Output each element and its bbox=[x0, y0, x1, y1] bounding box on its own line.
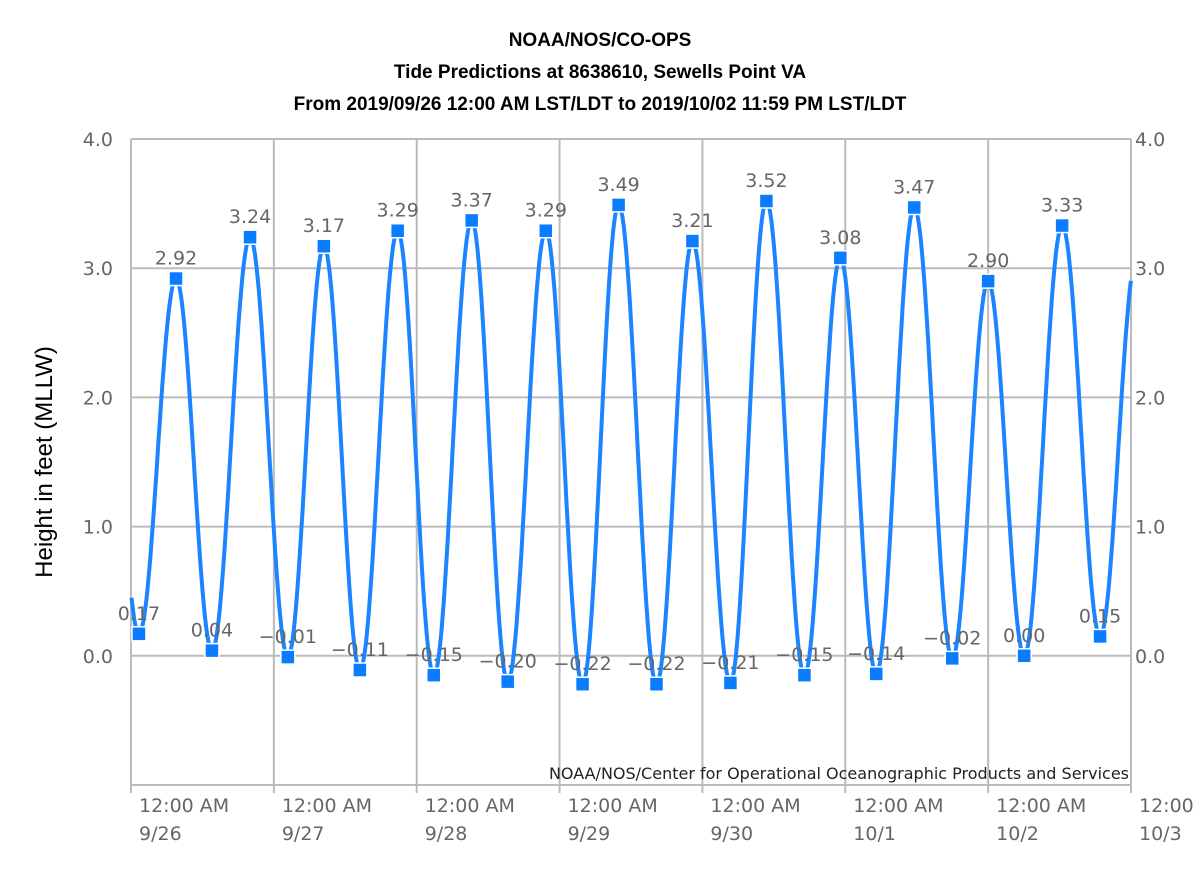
y-tick-label-right: 0.0 bbox=[1135, 646, 1165, 668]
data-point-marker bbox=[648, 676, 665, 692]
x-tick-label-time: 12:00 AM bbox=[1139, 795, 1200, 817]
y-tick-label-left: 4.0 bbox=[83, 129, 113, 151]
data-point-marker bbox=[758, 193, 775, 209]
data-label: 0.15 bbox=[1079, 605, 1121, 627]
data-label: 3.29 bbox=[377, 200, 419, 222]
data-label: 2.90 bbox=[967, 250, 1009, 272]
data-label: 3.24 bbox=[229, 206, 271, 228]
x-tick-label-date: 10/2 bbox=[996, 823, 1039, 845]
x-tick-label-date: 9/29 bbox=[568, 823, 611, 845]
x-tick-label-date: 9/27 bbox=[282, 823, 325, 845]
x-tick-label-time: 12:00 AM bbox=[853, 795, 943, 817]
data-point-marker bbox=[574, 676, 591, 692]
data-label: 3.49 bbox=[597, 174, 639, 196]
x-tick-label-date: 10/1 bbox=[853, 823, 896, 845]
x-tick-label-date: 9/28 bbox=[425, 823, 468, 845]
data-point-marker bbox=[538, 222, 554, 239]
data-point-marker bbox=[722, 675, 739, 691]
data-label: −0.02 bbox=[923, 627, 981, 649]
data-label: 3.21 bbox=[671, 210, 713, 232]
data-point-marker bbox=[832, 250, 849, 266]
data-label: 3.37 bbox=[451, 189, 493, 211]
data-point-marker bbox=[463, 212, 480, 229]
x-tick-label-date: 9/26 bbox=[139, 823, 182, 845]
data-point-marker bbox=[242, 229, 258, 245]
data-label: −0.22 bbox=[627, 653, 685, 675]
data-point-marker bbox=[352, 662, 368, 678]
y-tick-label-right: 3.0 bbox=[1135, 258, 1165, 280]
y-tick-label-left: 2.0 bbox=[83, 387, 113, 409]
x-tick-label-time: 12:00 AM bbox=[139, 795, 229, 817]
x-tick-label-date: 10/3 bbox=[1139, 823, 1182, 845]
data-label: −0.15 bbox=[405, 644, 463, 666]
data-label: −0.14 bbox=[847, 643, 905, 665]
data-point-marker bbox=[1092, 628, 1108, 645]
data-label: −0.21 bbox=[701, 652, 759, 674]
data-point-marker bbox=[316, 238, 332, 254]
data-point-marker bbox=[906, 199, 922, 216]
chart-title-line-2: Tide Predictions at 8638610, Sewells Poi… bbox=[393, 62, 807, 83]
data-point-marker bbox=[499, 673, 516, 690]
data-label: −0.22 bbox=[553, 653, 611, 675]
y-tick-label-right: 1.0 bbox=[1135, 517, 1165, 539]
data-label: 3.08 bbox=[819, 227, 861, 249]
data-label: 3.29 bbox=[525, 200, 567, 222]
data-label: −0.15 bbox=[775, 644, 833, 666]
data-point-marker bbox=[980, 273, 996, 289]
y-tick-label-left: 3.0 bbox=[83, 258, 113, 280]
data-label: 0.00 bbox=[1003, 625, 1045, 647]
y-tick-label-left: 0.0 bbox=[83, 646, 113, 668]
data-label: 2.92 bbox=[155, 248, 197, 270]
data-label: 3.52 bbox=[745, 170, 787, 192]
data-point-marker bbox=[131, 626, 147, 642]
data-label: −0.01 bbox=[259, 626, 317, 648]
data-label: 0.17 bbox=[118, 603, 160, 625]
data-point-marker bbox=[280, 649, 296, 665]
x-tick-label-time: 12:00 AM bbox=[568, 795, 658, 817]
data-point-marker bbox=[796, 667, 813, 683]
data-point-marker bbox=[610, 197, 627, 213]
chart-title-line-1: NOAA/NOS/CO-OPS bbox=[508, 30, 692, 51]
y-tick-label-right: 2.0 bbox=[1135, 387, 1165, 409]
chart-credit: NOAA/NOS/Center for Operational Oceanogr… bbox=[549, 764, 1129, 783]
data-point-marker bbox=[426, 667, 442, 683]
data-point-marker bbox=[204, 642, 220, 659]
x-tick-label-time: 12:00 AM bbox=[425, 795, 515, 817]
y-tick-label-left: 1.0 bbox=[83, 517, 113, 539]
data-point-marker bbox=[1054, 217, 1070, 234]
data-label: −0.20 bbox=[479, 651, 537, 673]
y-axis-label: Height in feet (MLLW) bbox=[31, 346, 58, 578]
data-label: −0.11 bbox=[331, 639, 389, 661]
data-label: 3.47 bbox=[893, 176, 935, 198]
data-label: 3.17 bbox=[303, 215, 345, 237]
x-tick-label-time: 12:00 AM bbox=[996, 795, 1086, 817]
x-tick-label-time: 12:00 AM bbox=[282, 795, 372, 817]
data-point-marker bbox=[684, 233, 701, 249]
data-point-marker bbox=[389, 222, 406, 239]
x-tick-label-date: 9/30 bbox=[710, 823, 753, 845]
data-point-marker bbox=[168, 270, 184, 287]
data-point-marker bbox=[1016, 648, 1032, 664]
data-point-marker bbox=[944, 650, 960, 667]
x-tick-label-time: 12:00 AM bbox=[710, 795, 800, 817]
data-point-marker bbox=[868, 666, 884, 682]
data-label: 0.04 bbox=[191, 620, 233, 642]
chart-title-line-3: From 2019/09/26 12:00 AM LST/LDT to 2019… bbox=[293, 94, 907, 115]
tide-series-line bbox=[129, 198, 1133, 688]
data-label: 3.33 bbox=[1041, 195, 1083, 217]
y-tick-label-right: 4.0 bbox=[1135, 129, 1165, 151]
